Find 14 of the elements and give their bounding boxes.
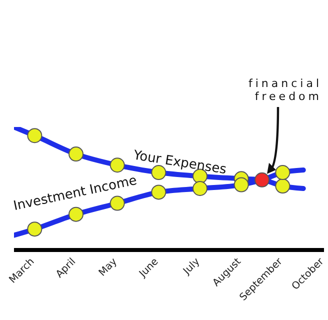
point [275,165,290,180]
point [234,177,249,192]
point [275,178,290,194]
point [68,146,84,162]
point [27,128,42,144]
point [254,172,270,188]
text: Your Expenses [131,148,228,178]
point [110,196,125,211]
point [27,222,42,237]
point [110,158,125,173]
point [151,184,166,200]
point [151,165,166,180]
text: financial freedom [248,77,322,103]
point [192,181,208,196]
